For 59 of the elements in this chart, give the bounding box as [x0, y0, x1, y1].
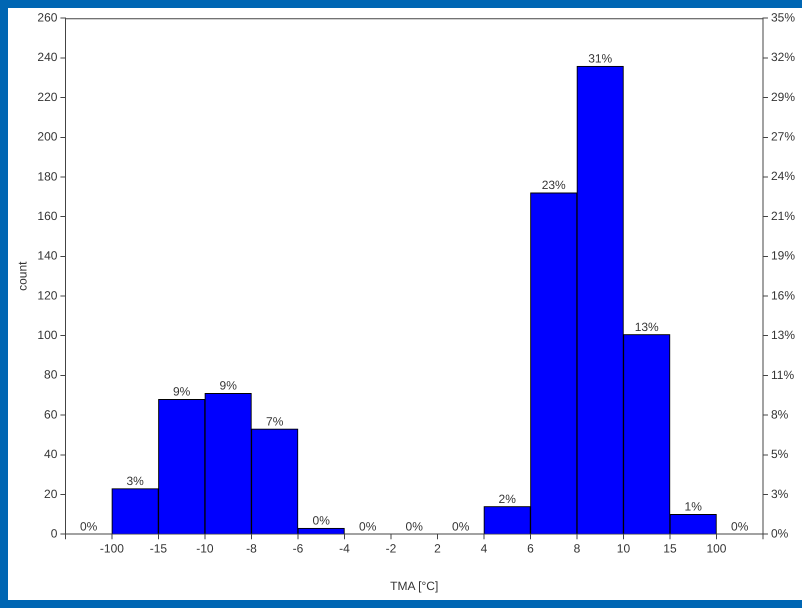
data-label: 0%: [80, 520, 98, 534]
data-label: 0%: [359, 520, 377, 534]
text: -15: [150, 542, 168, 556]
y2-tick-label: 11%: [770, 368, 794, 382]
y-tick-label: 200: [37, 130, 58, 144]
y2-tick-label: 0%: [770, 526, 789, 541]
y2-tick-label: 3%: [770, 486, 789, 501]
y-tick-label: 240: [37, 50, 58, 64]
text: 100: [706, 542, 727, 556]
y-tick-label: 20: [44, 486, 58, 501]
text: 4: [480, 542, 488, 556]
y2-tick-label: 35%: [770, 10, 796, 25]
y-axis-title: count: [16, 260, 30, 291]
y2-tick-label: 27%: [770, 130, 796, 144]
y-tick-label: 260: [37, 10, 58, 25]
data-label: 13%: [634, 320, 660, 334]
text: -10: [196, 542, 214, 556]
text: 6: [527, 542, 534, 556]
text: -100: [100, 542, 124, 556]
y2-tick-label: 5%: [770, 447, 789, 462]
data-label: 9%: [173, 384, 191, 399]
y-tick-label: 0: [50, 526, 58, 541]
data-label: 23%: [542, 178, 566, 192]
text: 2: [434, 542, 442, 556]
y-tick-label: 140: [37, 248, 58, 263]
y-tick-label: 120: [37, 288, 58, 302]
text: 10: [616, 542, 630, 556]
y2-tick-label: 19%: [770, 248, 796, 263]
data-label: 0%: [452, 520, 470, 534]
y-tick-label: 220: [37, 90, 58, 104]
x-axis-title: TMA [°C]: [390, 579, 438, 594]
y2-tick-label: 16%: [770, 288, 796, 302]
text: -6: [292, 542, 304, 556]
data-label: 0%: [406, 520, 424, 534]
y2-tick-label: 8%: [770, 407, 789, 422]
y-tick-label: 100: [37, 328, 58, 342]
data-label: 1%: [684, 500, 702, 514]
text: -2: [386, 542, 397, 556]
y-tick-label: 180: [37, 169, 58, 184]
data-label: 0%: [312, 514, 330, 528]
y-tick-label: 60: [44, 407, 58, 422]
y2-tick-label: 21%: [770, 209, 796, 224]
text: 8: [574, 542, 581, 556]
y-tick-label: 40: [44, 447, 58, 462]
y2-tick-label: 13%: [770, 328, 796, 342]
y2-tick-label: 29%: [770, 90, 796, 104]
text: -4: [339, 542, 350, 556]
data-label: 0%: [731, 520, 749, 534]
data-label: 3%: [126, 474, 144, 488]
text: 15: [663, 542, 677, 556]
data-label: 7%: [266, 414, 284, 428]
y-tick-label: 160: [37, 208, 58, 223]
y2-tick-label: 24%: [770, 169, 796, 184]
data-label: 31%: [588, 52, 613, 66]
data-label: 2%: [498, 492, 516, 506]
y2-tick-label: 32%: [770, 50, 796, 64]
text: -8: [246, 542, 258, 556]
y-tick-label: 80: [44, 368, 58, 382]
data-label: 9%: [220, 378, 238, 393]
